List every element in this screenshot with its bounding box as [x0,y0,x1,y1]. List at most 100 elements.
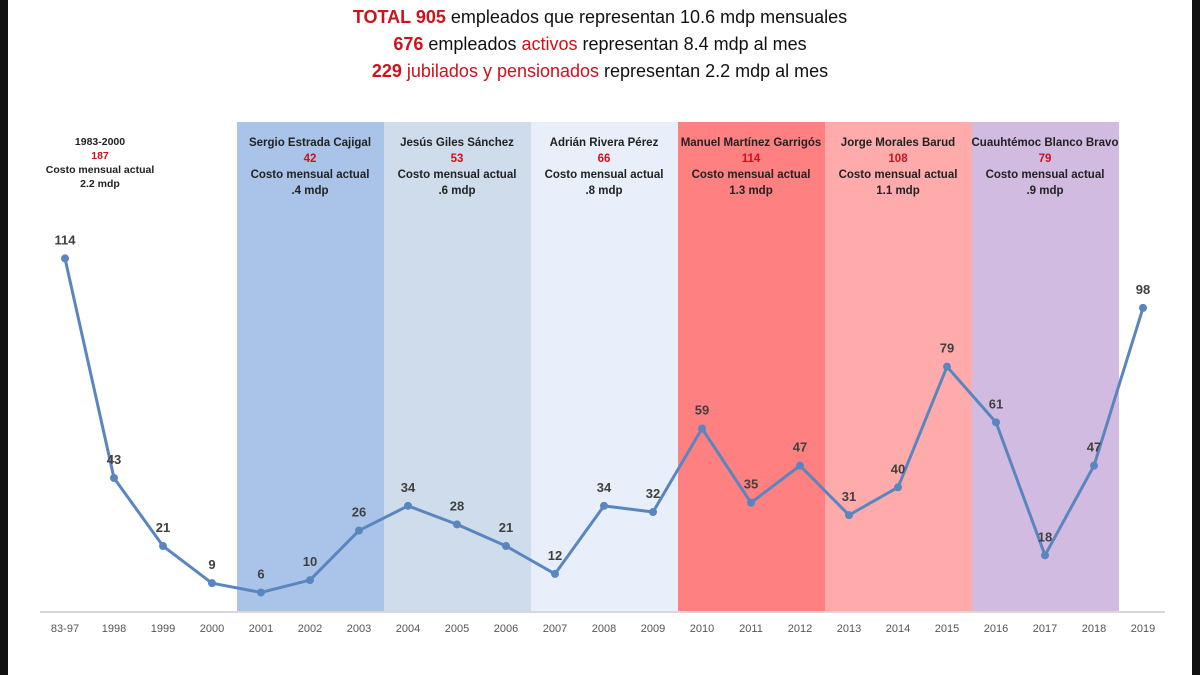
period-cost-label: Costo mensual actual [838,169,958,181]
data-label: 98 [1136,282,1150,297]
x-tick-label: 2013 [837,623,861,635]
data-point [355,526,363,535]
active-text: empleados [423,34,522,54]
total-label: TOTAL 905 [352,7,446,27]
x-tick-label: 2001 [249,623,273,635]
data-label: 35 [744,477,758,492]
period-title: Adrián Rivera Pérez [549,137,659,149]
data-point [551,569,559,578]
data-point [110,474,118,483]
data-label: 21 [156,520,170,535]
period-cost-label: Costo mensual actual [397,169,517,181]
data-label: 18 [1038,529,1052,544]
period-count: 187 [91,150,109,162]
period-title: Cuauhtémoc Blanco Bravo [971,137,1119,149]
data-point [796,461,804,470]
period-count: 108 [888,153,908,165]
period-label: Cuauhtémoc Blanco Bravo 79 Costo mensual a… [972,135,1119,199]
header-line-2: 676 empleados activos representan 8.4 md… [0,34,1200,55]
data-point [502,542,510,551]
period-title: 1983-2000 [74,136,126,148]
active-cost: representan 8.4 mdp al mes [577,34,807,54]
data-point [845,511,853,520]
period-cost: .8 mdp [585,185,623,197]
left-border [0,0,8,675]
header-line-3: 229 jubilados y pensionados representan … [0,61,1200,82]
period-count: 53 [450,153,464,165]
data-point [1041,551,1049,560]
data-point [943,362,951,371]
data-point [257,588,265,597]
data-label: 9 [208,557,215,572]
period-title: Manuel Martínez Garrigós [680,137,822,149]
period-cost: 1.1 mdp [876,185,920,197]
data-label: 79 [940,341,954,356]
data-point [306,576,314,585]
data-point [208,579,216,588]
x-tick-label: 2012 [788,623,812,635]
data-label: 34 [401,480,416,495]
data-point [61,254,69,263]
retired-cost: representan 2.2 mdp al mes [599,61,829,81]
data-point [649,508,657,517]
period-count: 42 [303,153,317,165]
period-band [971,122,1119,611]
data-point [1090,461,1098,470]
period-count: 79 [1038,153,1052,165]
right-border [1192,0,1200,675]
data-label: 43 [107,452,121,467]
period-cost: .9 mdp [1026,185,1064,197]
data-label: 59 [695,403,709,418]
series-line [63,258,1145,594]
x-tick-label: 2000 [200,623,224,635]
retired-count: 229 [371,61,402,81]
x-tick-label: 83-97 [51,623,79,635]
period-cost-label: Costo mensual actual [250,169,370,181]
active-word: activos [521,34,578,54]
period-band [530,122,678,611]
period-cost-label: Costo mensual actual [691,169,811,181]
x-tick-label: 2011 [739,623,763,635]
period-cost-label: Costo mensual actual [544,169,664,181]
period-label: Jesús Giles Sánchez 53 Costo mensual actua… [384,135,531,199]
active-count: 676 [393,34,424,54]
data-point [894,483,902,492]
period-cost-label: Costo mensual actual [985,169,1105,181]
period-cost: .6 mdp [438,185,476,197]
x-tick-label: 2015 [935,623,959,635]
period-band [677,122,825,611]
period-title: Jesús Giles Sánchez [400,137,514,149]
period-count: 66 [597,153,611,165]
retired-word: jubilados y pensionados [401,61,600,81]
x-tick-label: 1998 [102,623,126,635]
period-cost-label: Costo mensual actual [45,164,155,176]
data-label: 6 [257,566,264,581]
data-label: 31 [842,489,856,504]
data-label: 32 [646,486,660,501]
data-label: 47 [1087,440,1101,455]
data-point [600,501,608,510]
period-label: Adrián Rivera Pérez 66 Costo mensual actua… [531,135,678,199]
period-cost: 2.2 mdp [80,178,120,190]
data-label: 40 [891,461,905,476]
period-cost: 1.3 mdp [729,185,773,197]
data-point [698,424,706,433]
data-point [747,498,755,507]
x-tick-label: 2017 [1033,623,1057,635]
x-tick-label: 2004 [396,623,420,635]
x-tick-label: 2019 [1131,623,1155,635]
period-label: 1983-2000 187 Costo mensual actual 2.2 mdp [30,135,170,191]
x-tick-label: 2014 [886,623,910,635]
period-cost: .4 mdp [291,185,329,197]
data-label: 47 [793,440,807,455]
data-label: 28 [450,498,464,513]
data-point [159,542,167,551]
x-tick-label: 2009 [641,623,665,635]
data-point [453,520,461,529]
data-label: 12 [548,548,562,563]
x-tick-label: 2005 [445,623,469,635]
x-tick-label: 2018 [1082,623,1106,635]
data-label: 34 [597,480,612,495]
